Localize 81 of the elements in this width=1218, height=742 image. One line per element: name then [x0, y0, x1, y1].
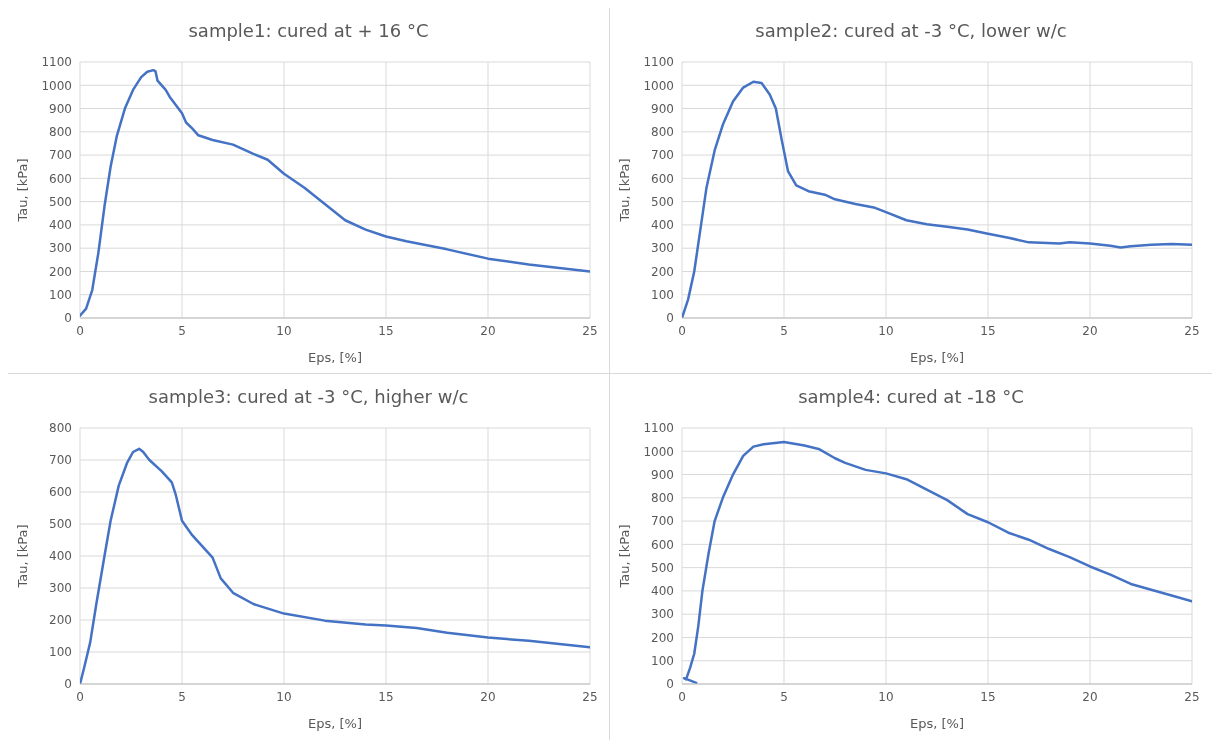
y-tick-label: 700 [49, 453, 72, 468]
x-axis-title: Eps, [%] [910, 350, 964, 365]
y-tick-label: 1000 [643, 444, 674, 459]
y-tick-label: 800 [651, 491, 674, 506]
y-tick-label: 700 [651, 514, 674, 529]
y-tick-label: 500 [49, 517, 72, 532]
x-axis-title: Eps, [%] [308, 350, 362, 365]
x-tick-label: 0 [76, 689, 84, 704]
y-tick-label: 1000 [643, 78, 674, 93]
x-tick-label: 15 [378, 323, 394, 338]
y-tick-label: 300 [651, 607, 674, 622]
y-axis-title: Tau, [kPa] [14, 158, 30, 223]
y-tick-label: 100 [651, 287, 674, 302]
x-tick-label: 10 [878, 323, 894, 338]
y-tick-label: 100 [49, 645, 72, 660]
y-tick-label: 600 [49, 171, 72, 186]
x-tick-label: 20 [1082, 323, 1098, 338]
x-axis-title: Eps, [%] [910, 716, 964, 731]
x-tick-label: 20 [480, 323, 496, 338]
y-tick-label: 400 [651, 584, 674, 599]
y-tick-label: 600 [651, 171, 674, 186]
y-tick-label: 400 [49, 549, 72, 564]
y-tick-label: 900 [49, 101, 72, 116]
y-tick-label: 1000 [41, 78, 72, 93]
y-tick-label: 300 [49, 581, 72, 596]
y-tick-label: 500 [651, 194, 674, 209]
y-tick-label: 0 [666, 677, 674, 692]
y-tick-label: 600 [651, 537, 674, 552]
x-tick-label: 10 [276, 323, 292, 338]
x-tick-label: 25 [1184, 689, 1200, 704]
chart-title: sample1: cured at + 16 °C [187, 19, 430, 43]
x-tick-label: 25 [582, 323, 598, 338]
y-tick-label: 500 [49, 194, 72, 209]
y-tick-label: 100 [49, 287, 72, 302]
y-tick-label: 800 [651, 125, 674, 140]
y-tick-label: 0 [64, 677, 72, 692]
x-tick-label: 5 [780, 689, 788, 704]
y-axis-title: Tau, [kPa] [616, 524, 632, 589]
y-tick-label: 900 [651, 101, 674, 116]
chart-title: sample3: cured at -3 °C, higher w/c [147, 385, 470, 409]
chart-title: sample4: cured at -18 °C [797, 385, 1025, 409]
x-tick-label: 10 [878, 689, 894, 704]
x-tick-label: 25 [582, 689, 598, 704]
y-tick-label: 0 [64, 311, 72, 326]
y-tick-label: 700 [651, 148, 674, 163]
y-tick-label: 400 [49, 218, 72, 233]
x-tick-label: 0 [678, 323, 686, 338]
x-tick-label: 5 [178, 689, 186, 704]
chart-title: sample2: cured at -3 °C, lower w/c [754, 19, 1068, 43]
x-tick-label: 20 [1082, 689, 1098, 704]
y-tick-label: 200 [49, 613, 72, 628]
y-tick-label: 600 [49, 485, 72, 500]
y-tick-label: 1100 [643, 421, 674, 436]
y-tick-label: 500 [651, 560, 674, 575]
y-tick-label: 1100 [643, 55, 674, 70]
x-tick-label: 15 [980, 689, 996, 704]
x-tick-label: 15 [980, 323, 996, 338]
x-tick-label: 5 [178, 323, 186, 338]
x-tick-label: 20 [480, 689, 496, 704]
y-tick-label: 300 [651, 241, 674, 256]
y-tick-label: 200 [49, 264, 72, 279]
y-tick-label: 700 [49, 148, 72, 163]
x-tick-label: 15 [378, 689, 394, 704]
y-tick-label: 800 [49, 125, 72, 140]
y-axis-title: Tau, [kPa] [616, 158, 632, 223]
x-tick-label: 0 [678, 689, 686, 704]
x-tick-label: 0 [76, 323, 84, 338]
x-tick-label: 25 [1184, 323, 1200, 338]
y-axis-title: Tau, [kPa] [14, 524, 30, 589]
y-tick-label: 1100 [41, 55, 72, 70]
y-tick-label: 900 [651, 467, 674, 482]
y-tick-label: 200 [651, 264, 674, 279]
x-tick-label: 10 [276, 689, 292, 704]
y-tick-label: 200 [651, 630, 674, 645]
y-tick-label: 400 [651, 218, 674, 233]
y-tick-label: 800 [49, 421, 72, 436]
y-tick-label: 100 [651, 653, 674, 668]
x-axis-title: Eps, [%] [308, 716, 362, 731]
x-tick-label: 5 [780, 323, 788, 338]
y-tick-label: 0 [666, 311, 674, 326]
y-tick-label: 300 [49, 241, 72, 256]
